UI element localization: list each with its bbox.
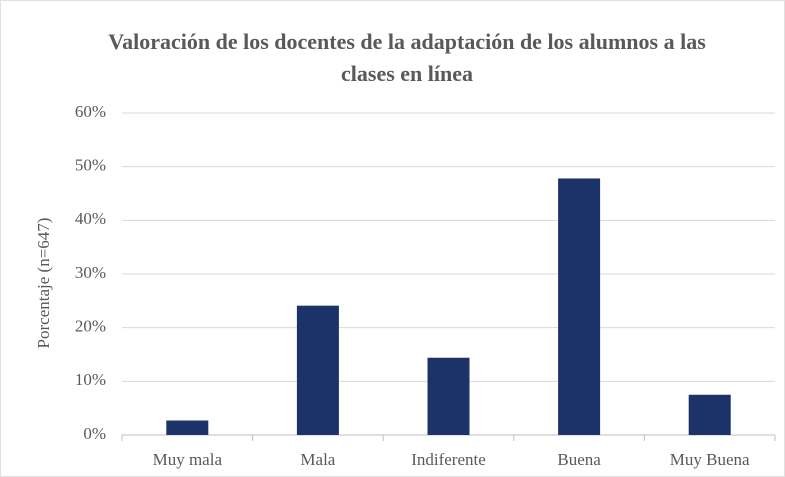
x-tick-label: Buena — [557, 450, 601, 469]
bar — [166, 420, 209, 435]
x-tick-label: Indiferente — [411, 450, 486, 469]
y-tick-label: 20% — [75, 317, 106, 336]
bar — [427, 357, 470, 435]
y-tick-label: 30% — [75, 263, 106, 282]
bar — [558, 178, 601, 435]
y-tick-label: 0% — [83, 424, 106, 443]
y-tick-label: 40% — [75, 209, 106, 228]
x-tick-label: Mala — [300, 450, 335, 469]
y-tick-label: 50% — [75, 156, 106, 175]
bar — [688, 394, 731, 435]
x-tick-label: Muy mala — [153, 450, 223, 469]
bar — [296, 305, 339, 435]
y-tick-label: 60% — [75, 102, 106, 121]
chart-title: Valoración de los docentes de la adaptac… — [108, 29, 706, 86]
x-tick-label: Muy Buena — [670, 450, 750, 469]
y-tick-label: 10% — [75, 370, 106, 389]
y-axis-label: Porcentaje (n=647) — [34, 218, 53, 349]
